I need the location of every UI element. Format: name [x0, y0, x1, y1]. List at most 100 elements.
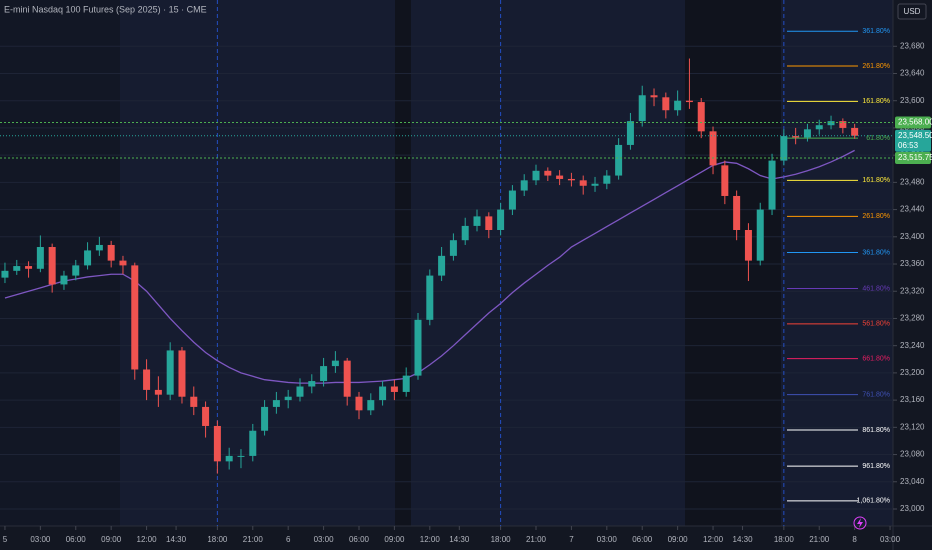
- fib-label: 561.80%: [862, 321, 890, 328]
- last-price-box: [895, 129, 931, 152]
- y-tick-label: 23,600: [900, 96, 925, 105]
- candle-body: [225, 455, 233, 462]
- candle-body: [615, 144, 623, 176]
- candle-body: [449, 240, 457, 256]
- y-tick-label: 23,000: [900, 504, 925, 513]
- alert-icon-bolt: [857, 518, 863, 528]
- candle-body: [815, 125, 823, 130]
- currency-label[interactable]: USD: [904, 7, 921, 16]
- candle-body: [414, 319, 422, 376]
- candle-body: [520, 180, 528, 191]
- x-tick-label: 18:00: [207, 535, 228, 544]
- candle-body: [237, 455, 245, 457]
- x-tick-label: 03:00: [30, 535, 51, 544]
- price-label: 23,568.00: [898, 118, 932, 127]
- candle-body: [473, 216, 481, 226]
- x-tick-label: 8: [852, 535, 857, 544]
- candle-body: [426, 275, 434, 320]
- candle-body: [25, 266, 33, 269]
- candle-body: [1, 270, 9, 278]
- candle-body: [827, 121, 835, 126]
- x-tick-label: 5: [3, 535, 8, 544]
- fib-label: 761.80%: [862, 392, 890, 399]
- x-tick-label: 21:00: [526, 535, 547, 544]
- fib-label: 261.80%: [862, 213, 890, 220]
- fib-label: 61.80%: [866, 135, 890, 142]
- candle-body: [213, 425, 221, 462]
- candle-body: [131, 265, 139, 370]
- fib-label: 861.80%: [862, 427, 890, 434]
- candle-body: [154, 389, 162, 395]
- x-tick-label: 06:00: [349, 535, 370, 544]
- x-tick-label: 6: [286, 535, 291, 544]
- fib-label: 161.80%: [862, 177, 890, 184]
- price-box: [895, 152, 931, 165]
- fib-label: 461.80%: [862, 285, 890, 292]
- candle-body: [379, 386, 387, 401]
- x-tick-label: 06:00: [632, 535, 653, 544]
- candle-body: [485, 216, 493, 230]
- candle-body: [756, 209, 764, 261]
- fib-label: 661.80%: [862, 355, 890, 362]
- candle-body: [178, 350, 186, 397]
- candle-body: [744, 229, 752, 261]
- candle-body: [662, 97, 670, 111]
- candle-body: [284, 396, 292, 401]
- x-tick-label: 7: [569, 535, 574, 544]
- candle-body: [308, 381, 316, 387]
- price-label: 23,515.75: [898, 153, 932, 162]
- y-tick-label: 23,240: [900, 341, 925, 350]
- session-shade: [395, 0, 411, 526]
- candle-body: [72, 265, 80, 276]
- candle-body: [697, 102, 705, 132]
- x-tick-label: 14:30: [733, 535, 754, 544]
- candle-body: [390, 386, 398, 392]
- alert-icon[interactable]: [853, 516, 867, 530]
- candle-body: [603, 175, 611, 184]
- last-price-label: 23,548.50: [898, 131, 932, 140]
- candle-body: [343, 360, 351, 397]
- candle-body: [13, 266, 21, 271]
- y-tick-label: 23,480: [900, 177, 925, 186]
- candle-body: [261, 406, 269, 431]
- candle-body: [532, 170, 540, 181]
- candle-body: [60, 275, 68, 285]
- x-tick-label: 03:00: [314, 535, 335, 544]
- x-tick-label: 12:00: [420, 535, 441, 544]
- candle-body: [544, 170, 552, 176]
- candle-body: [638, 95, 646, 122]
- x-tick-label: 18:00: [491, 535, 512, 544]
- candle-body: [119, 260, 127, 266]
- candle-body: [367, 400, 375, 411]
- fib-label: 361.80%: [862, 28, 890, 35]
- y-tick-label: 23,680: [900, 41, 925, 50]
- x-tick-label: 03:00: [880, 535, 901, 544]
- currency-button[interactable]: [897, 3, 927, 20]
- fib-label: 1,061.80%: [857, 498, 890, 505]
- candle-body: [36, 247, 44, 269]
- candle-body: [84, 250, 92, 266]
- candle-body: [591, 183, 599, 186]
- candle-body: [780, 136, 788, 161]
- candle-body: [626, 121, 634, 145]
- session-shade: [685, 0, 781, 526]
- candle-body: [355, 396, 363, 411]
- y-tick-label: 23,440: [900, 205, 925, 214]
- candle-body: [721, 165, 729, 196]
- candle-body: [497, 209, 505, 230]
- candle-body: [296, 386, 304, 397]
- candle-body: [438, 255, 446, 276]
- candle-body: [508, 190, 516, 210]
- candle-body: [331, 360, 339, 367]
- x-tick-label: 14:30: [166, 535, 187, 544]
- candle-body: [95, 244, 103, 251]
- x-tick-label: 12:00: [137, 535, 158, 544]
- candle-body: [650, 95, 658, 98]
- y-tick-label: 23,400: [900, 232, 925, 241]
- candle-body: [143, 369, 151, 390]
- candle-body: [48, 247, 56, 285]
- y-tick-label: 23,080: [900, 450, 925, 459]
- candle-body: [166, 350, 174, 395]
- chart-title: E-mini Nasdaq 100 Futures (Sep 2025) · 1…: [4, 4, 207, 14]
